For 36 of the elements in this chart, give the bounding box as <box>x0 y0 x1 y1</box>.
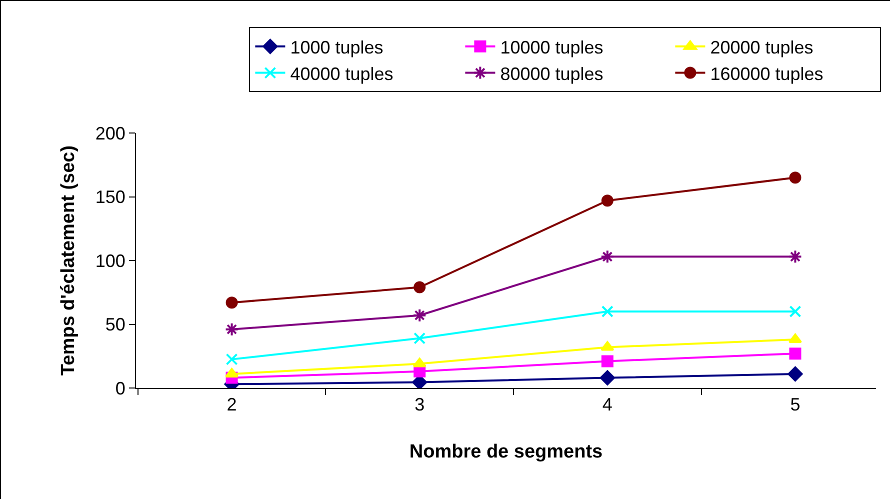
point <box>789 348 802 360</box>
y-tick-label: 50 <box>105 314 126 335</box>
point <box>789 306 802 318</box>
legend-label: 40000 tuples <box>290 64 394 84</box>
y-tick-label: 0 <box>115 378 126 398</box>
point <box>226 353 238 366</box>
point <box>788 366 803 382</box>
legend-label: 1000 tuples <box>290 37 384 58</box>
y-axis-title: Temps d'éclatement (sec) <box>58 145 80 376</box>
y-tick-label: 100 <box>95 250 126 271</box>
point <box>601 194 614 207</box>
point <box>224 322 239 336</box>
point <box>600 341 614 351</box>
point <box>226 296 238 309</box>
point <box>601 355 614 368</box>
point <box>414 332 426 344</box>
y-tick-label: 150 <box>95 187 126 208</box>
x-tick-label: 5 <box>790 394 800 415</box>
point <box>225 368 239 378</box>
y-tick-label: 200 <box>95 123 126 144</box>
point <box>789 172 802 184</box>
x-tick-label: 2 <box>226 394 237 415</box>
legend-label: 20000 tuples <box>710 37 814 58</box>
x-tick-label: 4 <box>602 394 612 415</box>
point <box>600 370 615 386</box>
legend-label: 80000 tuples <box>500 64 604 84</box>
legend-label: 160000 tuples <box>710 64 824 84</box>
legend-label: 10000 tuples <box>500 37 604 58</box>
x-axis-title: Nombre de segments <box>409 441 603 462</box>
point <box>414 281 426 294</box>
point <box>788 250 802 264</box>
point <box>412 308 427 322</box>
point <box>601 306 614 318</box>
point <box>600 250 614 264</box>
x-tick-label: 3 <box>414 394 425 415</box>
point <box>412 358 426 368</box>
